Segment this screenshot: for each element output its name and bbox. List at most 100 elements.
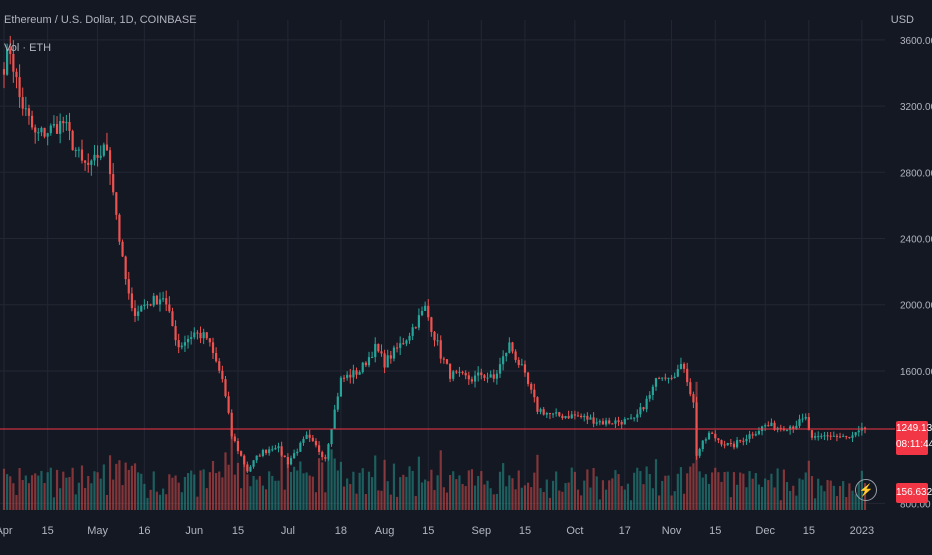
candle-body [108, 150, 112, 175]
candle-body [87, 162, 90, 165]
volume-bar [742, 473, 745, 510]
volume-bar [208, 472, 211, 510]
volume-bar [411, 470, 414, 510]
candle-body [570, 414, 573, 419]
candle-body [395, 347, 399, 349]
volume-bar [380, 490, 383, 510]
volume-bar [24, 475, 27, 510]
candle-body [598, 421, 601, 423]
candle-body [236, 440, 240, 452]
y-tick-label: 2000.00 [900, 301, 932, 312]
candle-body [770, 422, 773, 427]
volume-bar [492, 494, 495, 510]
candle-body [636, 414, 639, 418]
volume-bar [636, 467, 639, 510]
volume-bar [289, 471, 293, 510]
volume-bar [165, 494, 168, 510]
volume-bar [604, 489, 608, 510]
candle-body [305, 434, 308, 439]
candle-body [686, 368, 689, 383]
candle-body [452, 371, 455, 379]
candle-body [202, 332, 205, 339]
candle-body [230, 412, 233, 437]
volume-bar [807, 460, 810, 510]
volume-bar [473, 485, 477, 510]
volume-bar [133, 463, 137, 510]
volume-bar [274, 480, 277, 510]
volume-bar [654, 459, 658, 510]
symbol-title[interactable]: Ethereum / U.S. Dollar, 1D, COINBASE [4, 14, 197, 26]
volume-bar [246, 474, 249, 510]
candle-body [439, 340, 442, 359]
volume-bar [80, 465, 84, 510]
volume-bar [205, 488, 208, 510]
x-tick-label: 15 [42, 525, 54, 537]
candle-body [177, 340, 180, 348]
volume-bar [561, 491, 564, 510]
volume-bar [617, 474, 620, 510]
x-tick-label: Jun [185, 525, 203, 537]
volume-bar [18, 468, 21, 510]
candle-body [349, 374, 352, 378]
candle-body [804, 417, 807, 419]
volume-bar [583, 480, 586, 510]
volume-bar [670, 495, 673, 510]
candle-body [526, 372, 530, 384]
candle-body [711, 432, 714, 434]
candle-body [558, 412, 561, 416]
volume-bar [155, 491, 158, 510]
volume-bar [49, 467, 52, 510]
volume-bar [452, 471, 455, 510]
volume-bar [15, 495, 18, 510]
candle-body [555, 412, 558, 414]
y-tick-label: 3600.00 [900, 36, 932, 47]
volume-bar [395, 496, 399, 510]
candle-body [489, 374, 492, 378]
candle-body [698, 449, 701, 456]
candle-body [757, 430, 761, 435]
candle-body [377, 343, 380, 352]
volume-bar [6, 474, 9, 510]
volume-bar [526, 482, 530, 510]
volume-bar [52, 497, 56, 510]
volume-bar [202, 469, 205, 510]
volume-bar [608, 480, 611, 510]
candle-body [143, 304, 146, 307]
candle-body [405, 340, 408, 344]
candle-body [511, 342, 514, 352]
candle-body [480, 372, 483, 376]
volume-bar [502, 463, 505, 510]
candle-body [168, 304, 171, 312]
volume-bar [186, 473, 190, 510]
candle-body [193, 332, 196, 338]
volume-bar [352, 471, 355, 510]
candle-body [604, 420, 608, 425]
volume-bar [414, 495, 417, 510]
x-tick-label: 2023 [850, 525, 874, 537]
candle-body [854, 432, 857, 436]
candle-body [701, 440, 704, 450]
volume-bar [308, 475, 311, 510]
candle-body [152, 295, 155, 306]
x-tick-label: 15 [519, 525, 531, 537]
candle-body [112, 174, 115, 193]
volume-bar [455, 479, 458, 510]
volume-bar [420, 482, 424, 510]
volume-bar [442, 487, 445, 510]
lightning-icon[interactable]: ⚡ [855, 479, 877, 501]
volume-bar [162, 488, 165, 510]
candle-body [34, 127, 37, 133]
candle-body [374, 343, 377, 358]
volume-bar [417, 456, 420, 510]
volume-bar [90, 483, 93, 510]
volume-bars [2, 381, 867, 510]
candle-body [611, 423, 614, 425]
volume-bar [751, 478, 754, 510]
candle-body [667, 377, 670, 379]
volume-bar [392, 463, 396, 510]
volume-bar [37, 475, 40, 510]
volume-legend[interactable]: Vol · ETH [4, 42, 52, 54]
volume-bar [227, 464, 230, 510]
volume-bar [514, 489, 517, 510]
